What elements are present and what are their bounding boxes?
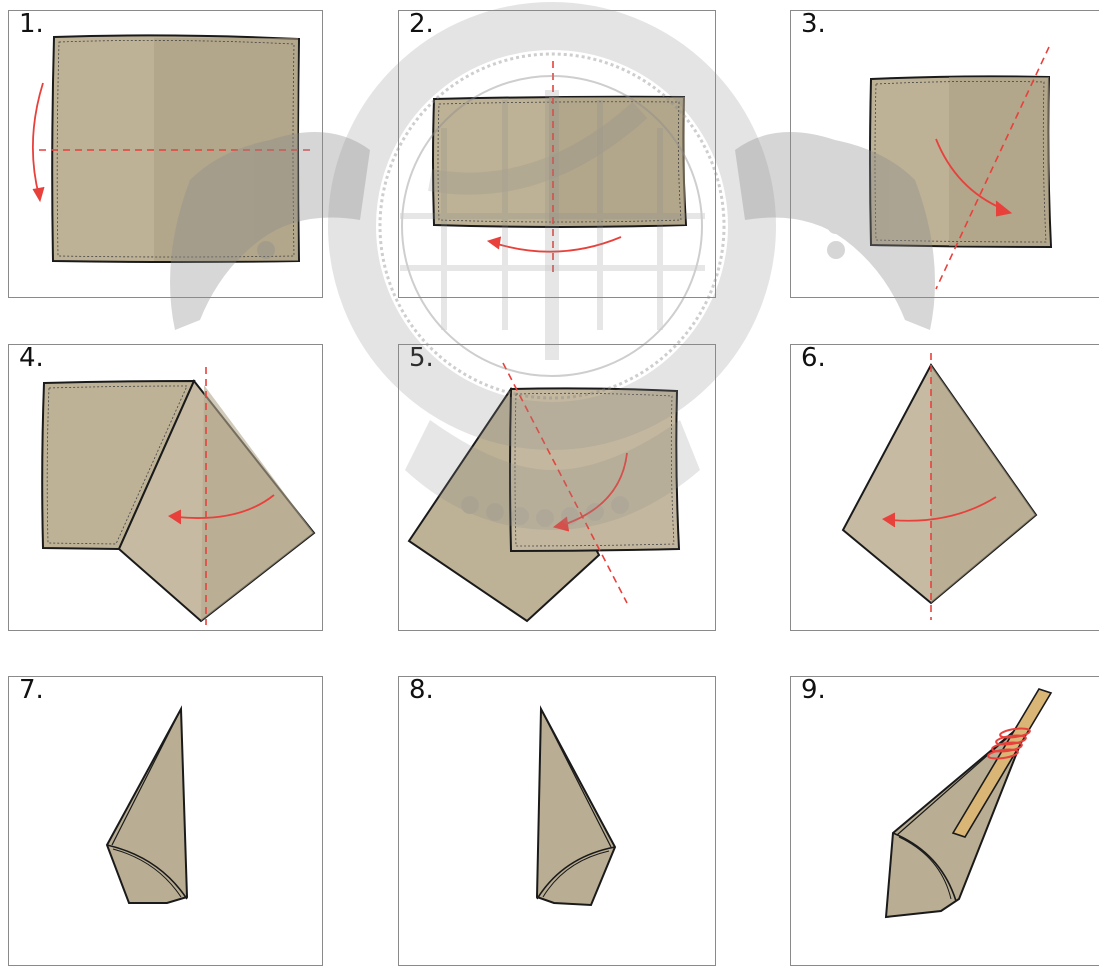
step-8-illustration <box>535 705 617 907</box>
front-square-paper <box>509 387 681 553</box>
step-6-panel: 6. <box>790 344 1099 631</box>
fold-line <box>502 362 628 604</box>
step-4-panel: 4. <box>8 344 323 631</box>
bamboo-stick <box>951 688 1053 838</box>
step-5-illustration <box>407 362 681 623</box>
step-3-panel: 3. <box>790 10 1099 298</box>
paper-shade <box>949 77 1049 246</box>
step-7-panel: 7. <box>8 676 323 966</box>
fold-crease <box>106 844 188 900</box>
step-3-illustration <box>869 46 1053 290</box>
step-9-illustration <box>884 688 1053 919</box>
step-5-panel: 5. <box>398 344 716 631</box>
step-7-number: 7. <box>19 676 44 705</box>
paper-shade <box>549 97 685 225</box>
paper-inner-dash <box>56 40 295 258</box>
step-2-illustration <box>432 61 688 276</box>
step-2-number: 2. <box>409 10 434 39</box>
step-9-number: 9. <box>801 676 826 705</box>
step-4-number: 4. <box>19 344 44 373</box>
step-7-illustration <box>105 705 189 904</box>
fold-arrow-icon <box>176 494 275 519</box>
red-thread-wrap <box>987 727 1031 760</box>
fold-arrow-icon <box>562 452 628 526</box>
step-1-illustration <box>31 34 314 263</box>
step-5-number: 5. <box>409 344 434 373</box>
narrow-kite-paper <box>535 705 617 907</box>
fold-arrow-icon <box>890 496 997 522</box>
step-8-panel: 8. <box>398 676 716 966</box>
step-1-panel: 1. <box>8 10 323 298</box>
fold-arrow-icon <box>31 82 44 197</box>
fold-arrow-icon <box>935 138 1004 210</box>
fold-arrow-icon <box>493 236 622 253</box>
step-1-number: 1. <box>19 10 44 39</box>
step-2-panel: 2. <box>398 10 716 298</box>
fold-line <box>935 46 1050 290</box>
step-4-illustration <box>41 367 316 625</box>
step-9-panel: 9. <box>790 676 1099 966</box>
narrow-kite-paper <box>105 705 189 904</box>
step-6-illustration <box>841 353 1038 620</box>
fold-crease <box>892 832 957 902</box>
step-6-number: 6. <box>801 344 826 373</box>
step-8-number: 8. <box>409 676 434 705</box>
fold-crease <box>536 846 616 900</box>
step-3-number: 3. <box>801 10 826 39</box>
